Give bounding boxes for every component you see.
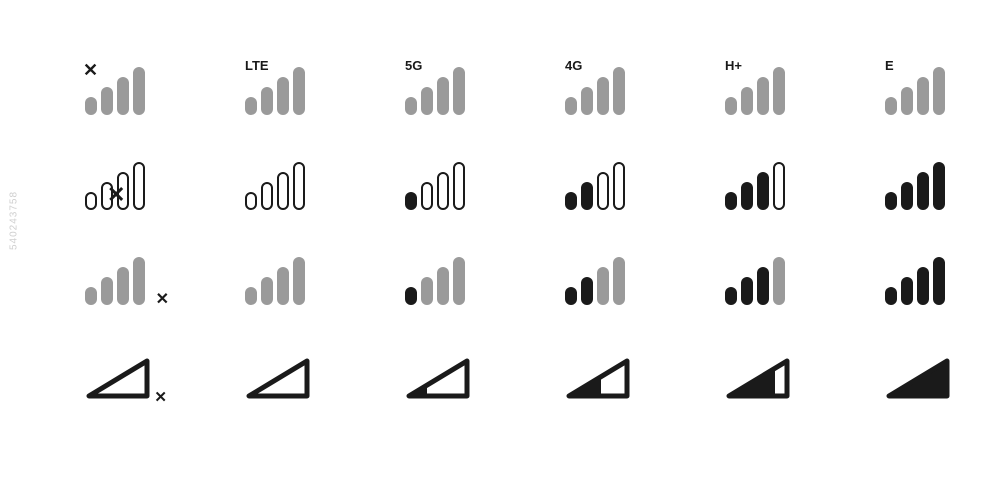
signal-triangle-2-icon: [565, 345, 635, 400]
x-icon: ✕: [107, 182, 125, 208]
signal-bars-no-signal-icon: ✕: [85, 60, 155, 115]
signal-triangle-0-icon: ✕: [85, 345, 155, 400]
signal-triangle-3-icon: [725, 345, 795, 400]
signal-outline-3-icon: [725, 155, 795, 210]
signal-triangle-1-icon: [405, 345, 475, 400]
signal-strength-0-icon: ✕: [85, 250, 155, 305]
signal-outline-1-icon: [405, 155, 475, 210]
signal-triangle-4-icon: [885, 345, 955, 400]
signal-bars-5g-icon: 5G: [405, 60, 475, 115]
signal-triangle-0-icon: [245, 345, 315, 400]
watermark-text: 540243758: [9, 191, 20, 250]
signal-bars-hplus-icon: H+: [725, 60, 795, 115]
signal-outline-4-icon: [885, 155, 955, 210]
signal-bars-edge-icon: E: [885, 60, 955, 115]
signal-outline-0-icon: [245, 155, 315, 210]
x-icon: ✕: [154, 388, 167, 406]
signal-bars-4g-icon: 4G: [565, 60, 635, 115]
icon-grid: ✕ LTE 5G 4G H+ E ✕: [85, 60, 955, 400]
signal-strength-2-icon: [565, 250, 635, 305]
signal-bars-lte-icon: LTE: [245, 60, 315, 115]
signal-strength-4-icon: [885, 250, 955, 305]
signal-strength-3-icon: [725, 250, 795, 305]
signal-strength-0-icon: [245, 250, 315, 305]
signal-strength-1-icon: [405, 250, 475, 305]
x-icon: ✕: [156, 289, 169, 309]
signal-outline-2-icon: [565, 155, 635, 210]
signal-outline-0-icon: ✕: [85, 155, 155, 210]
